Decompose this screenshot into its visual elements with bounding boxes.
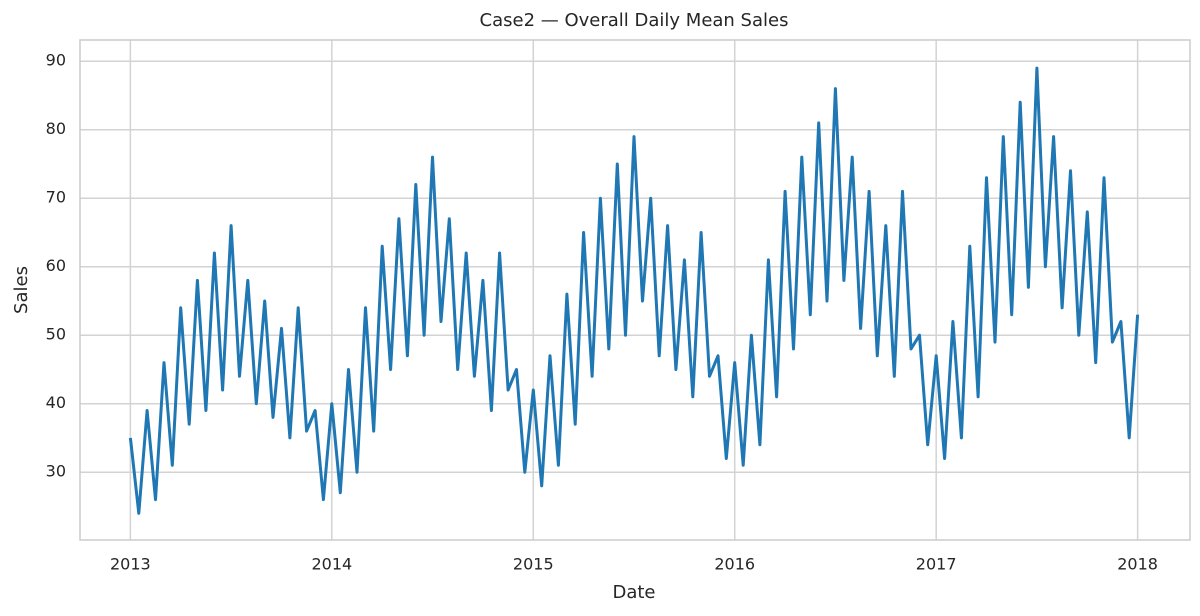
y-tick-label: 30	[46, 462, 66, 481]
y-tick-label: 90	[46, 51, 66, 70]
x-tick-label: 2013	[110, 555, 151, 574]
x-axis-label: Date	[612, 582, 655, 603]
line	[128, 66, 1140, 515]
y-tick-label: 60	[46, 256, 66, 275]
x-tick-label: 2018	[1117, 555, 1158, 574]
x-tick-label: 2017	[916, 555, 957, 574]
y-tick-label: 70	[46, 188, 66, 207]
y-tick-label: 50	[46, 325, 66, 344]
plot-frame	[79, 39, 1191, 541]
y-tick-label: 80	[46, 119, 66, 138]
y-axis-label: Sales	[11, 266, 32, 314]
chart-title: Case2 — Overall Daily Mean Sales	[480, 10, 789, 31]
x-tick-label: 2015	[513, 555, 554, 574]
x-tick-label: 2016	[714, 555, 755, 574]
y-tick-label: 40	[46, 393, 66, 412]
x-tick-label: 2014	[311, 555, 352, 574]
